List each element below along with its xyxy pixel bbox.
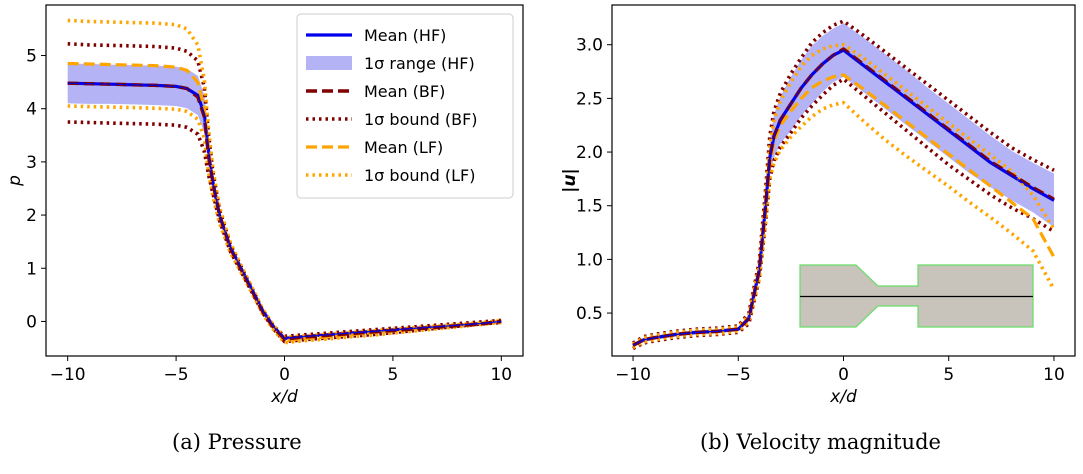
x-axis-label: x/d <box>270 387 298 407</box>
legend-item: 1σ range (HF) <box>306 54 475 73</box>
legend-label: 1σ bound (LF) <box>364 166 475 185</box>
y-tick-label: 5 <box>26 47 37 67</box>
caption-b: (b) Velocity magnitude <box>700 430 941 454</box>
legend-label: Mean (BF) <box>364 82 445 101</box>
x-tick-label: 0 <box>838 365 849 385</box>
x-tick-label: −5 <box>726 365 751 385</box>
legend-swatch-band <box>306 56 352 70</box>
legend-label: 1σ range (HF) <box>364 54 475 73</box>
legend-label: Mean (HF) <box>364 26 446 45</box>
x-axis-label: x/d <box>829 387 857 407</box>
x-tick-label: −10 <box>50 365 86 385</box>
panel-pressure: −10 −5 0 5 10 0 1 2 3 4 5 x/d p Mean (HF) 1σ range (HF… <box>5 4 524 407</box>
y-tick-label: 3.0 <box>576 36 603 56</box>
y-tick-label: 1.5 <box>576 197 603 217</box>
x-tick-label: 5 <box>943 365 954 385</box>
y-tick-label: 3 <box>26 153 37 173</box>
hf-sigma-band <box>67 63 502 340</box>
mean-lf-line <box>632 73 1056 347</box>
y-axis-label: p <box>5 175 25 187</box>
y-tick-label: 2.0 <box>576 143 603 163</box>
sigma-bf-lower-line <box>67 120 502 344</box>
sigma-lf-lower-line <box>632 100 1056 350</box>
mean-hf-line-top <box>632 49 1055 346</box>
y-tick-label: 2 <box>26 206 37 226</box>
legend: Mean (HF) 1σ range (HF) Mean (BF) 1σ bound … <box>296 13 514 199</box>
sigma-lf-upper-line <box>632 42 1056 346</box>
geometry-inset <box>799 264 1034 328</box>
x-tick-label: 10 <box>490 365 512 385</box>
caption-a: (a) Pressure <box>172 430 302 454</box>
x-tick-label: 10 <box>1043 365 1065 385</box>
legend-label: 1σ bound (BF) <box>364 110 478 129</box>
panel-velocity-magnitude: −10 −5 0 5 10 0.5 1.0 1.5 2.0 2.5 3.0 x/d |u| <box>560 4 1076 407</box>
hf-sigma-band <box>633 23 1054 348</box>
y-tick-label: 1.0 <box>576 250 603 270</box>
legend-item: Mean (LF) <box>306 138 443 157</box>
y-tick-label: 4 <box>26 100 37 120</box>
y-axis-label: |u| <box>560 168 580 193</box>
legend-item: 1σ bound (BF) <box>306 110 478 129</box>
y-tick-label: 2.5 <box>576 89 603 109</box>
y-tick-label: 1 <box>26 259 37 279</box>
legend-item: Mean (HF) <box>306 26 446 45</box>
legend-item: Mean (BF) <box>306 82 445 101</box>
x-tick-label: 5 <box>387 365 398 385</box>
legend-item: 1σ bound (LF) <box>306 166 475 185</box>
mean-hf-line-top <box>67 82 502 340</box>
x-tick-label: −5 <box>164 365 189 385</box>
y-tick-label: 0 <box>26 312 37 332</box>
x-tick-label: 0 <box>279 365 290 385</box>
x-tick-label: −10 <box>615 365 651 385</box>
sigma-lf-lower-line <box>67 104 502 345</box>
y-tick-label: 0.5 <box>576 304 603 324</box>
legend-label: Mean (LF) <box>364 138 443 157</box>
